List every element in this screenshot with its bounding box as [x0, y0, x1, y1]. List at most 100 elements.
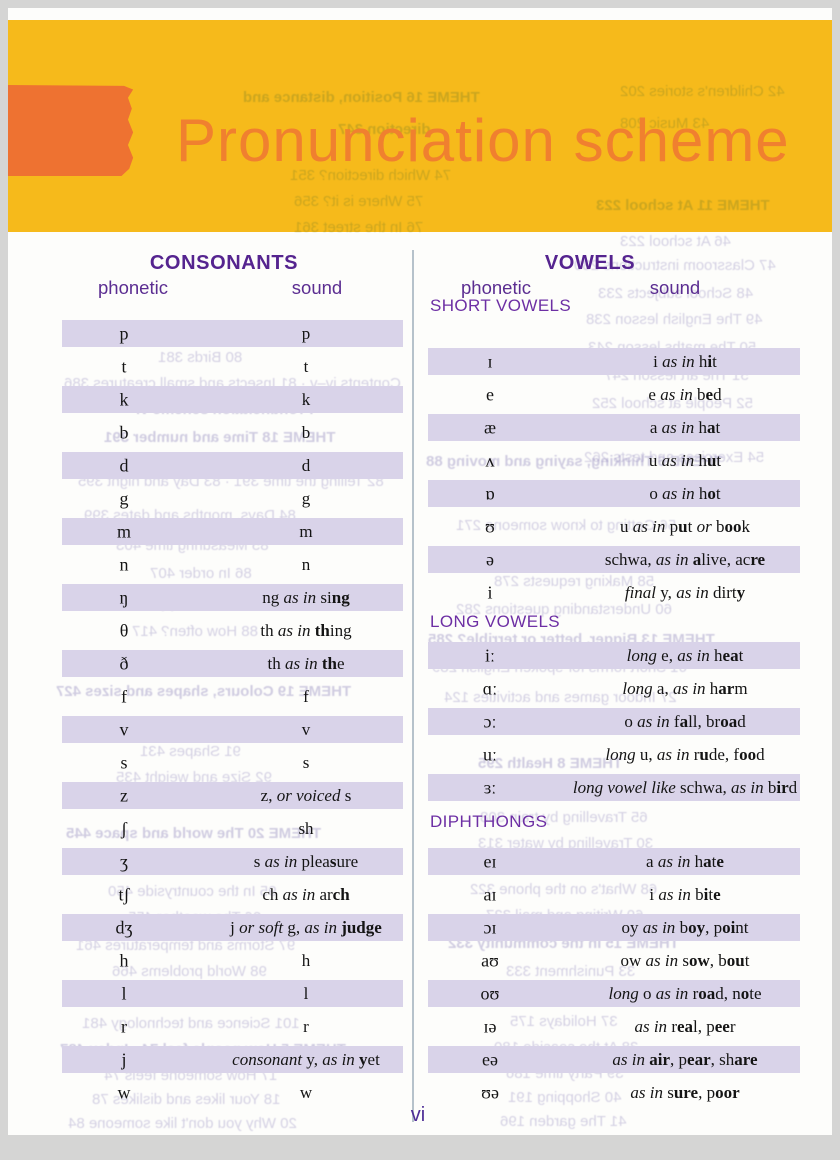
pronunciation-row: ɔː o as in fall, broad [428, 705, 800, 738]
consonants-phonetic-column-header: phonetic [98, 277, 168, 298]
sound-description: consonant y, as in yet [232, 1049, 380, 1069]
pronunciation-row: e e as in bed [428, 378, 800, 411]
sound-description: w [299, 1082, 313, 1102]
phonetic-symbol: k [119, 389, 129, 409]
phonetic-symbol: e [486, 384, 494, 404]
pronunciation-row: tʃ ch as in arch [62, 878, 403, 911]
sound-description: oy as in boy, point [621, 917, 749, 937]
phonetic-symbol: uː [482, 744, 498, 764]
sound-description: th as in the [267, 653, 345, 673]
vowels-heading: VOWELS [544, 252, 636, 274]
sound-description: schwa, as in alive, acre [604, 549, 766, 569]
phonetic-symbol: θ [119, 620, 129, 640]
pronunciation-tables: CONSONANTS VOWELS phonetic sound phoneti… [8, 8, 832, 1135]
book-page: Pronunciation scheme 42 Children's stori… [8, 8, 832, 1135]
pronunciation-row: uː long u, as in rude, food [428, 738, 800, 771]
pronunciation-row: dʒ j or soft g, as in judge [62, 911, 403, 944]
phonetic-symbol: g [119, 488, 129, 508]
pronunciation-row: eə as in air, pear, share [428, 1043, 800, 1076]
pronunciation-row: ʃ sh [62, 812, 403, 845]
sound-description: g [301, 488, 311, 508]
sound-description: ow as in sow, bout [620, 950, 750, 970]
pronunciation-row: ɒ o as in hot [428, 477, 800, 510]
pronunciation-row: ɔɪ oy as in boy, point [428, 911, 800, 944]
page-number: vi [410, 1104, 426, 1126]
phonetic-symbol: ʊə [481, 1082, 499, 1102]
sound-description: v [301, 719, 311, 739]
phonetic-symbol: ʃ [121, 818, 127, 838]
pronunciation-row: ʊ u as in put or book [428, 510, 800, 543]
sound-description: o as in hot [649, 483, 721, 503]
sound-description: b [301, 422, 311, 442]
sound-description: long a, as in harm [622, 678, 748, 698]
pronunciation-row: θ th as in thing [62, 614, 403, 647]
phonetic-symbol: dʒ [115, 917, 133, 937]
phonetic-symbol: eə [482, 1049, 498, 1069]
sound-description: long o as in road, note [608, 983, 762, 1003]
sound-description: final y, as in dirty [624, 582, 746, 602]
phonetic-symbol: ɔɪ [483, 917, 497, 937]
phonetic-symbol: t [121, 356, 127, 376]
pronunciation-row: oʊ long o as in road, note [428, 977, 800, 1010]
long-vowels-table: iː long e, as in heat ɑː long a, as in harm… [428, 639, 800, 804]
phonetic-symbol: w [117, 1082, 131, 1102]
column-divider-line [412, 250, 414, 1122]
sound-description: sh [298, 818, 314, 838]
phonetic-symbol: r [121, 1016, 127, 1036]
sound-description: j or soft g, as in judge [230, 917, 382, 937]
sound-description: u as in put or book [620, 516, 750, 536]
pronunciation-row: z z, or voiced s [62, 779, 403, 812]
pronunciation-row: aʊ ow as in sow, bout [428, 944, 800, 977]
sound-description: e as in bed [648, 384, 722, 404]
sound-description: ch as in arch [262, 884, 350, 904]
phonetic-symbol: oʊ [480, 983, 500, 1003]
sound-description: u as in hut [648, 450, 722, 470]
pronunciation-row: ɪə as in real, peer [428, 1010, 800, 1043]
pronunciation-row: ð th as in the [62, 647, 403, 680]
phonetic-symbol: j [121, 1049, 127, 1069]
phonetic-symbol: æ [483, 417, 497, 437]
pronunciation-row: ɜː long vowel like schwa, as in bird [428, 771, 800, 804]
phonetic-symbol: ð [119, 653, 129, 673]
sound-description: k [301, 389, 311, 409]
phonetic-symbol: p [119, 323, 129, 343]
title-band [8, 20, 832, 232]
diphthongs-label: DIPHTHONGS [430, 812, 548, 831]
short-vowels-table: ɪ i as in hit e e as in bed æ a as in hat ʌ u a… [428, 345, 800, 609]
phonetic-symbol: i [487, 582, 493, 602]
pronunciation-row: æ a as in hat [428, 411, 800, 444]
pronunciation-row: ʌ u as in hut [428, 444, 800, 477]
sound-description: as in sure, poor [630, 1082, 740, 1102]
pronunciation-row: iː long e, as in heat [428, 639, 800, 672]
phonetic-symbol: ɔː [483, 711, 497, 731]
pronunciation-row: ə schwa, as in alive, acre [428, 543, 800, 576]
phonetic-symbol: ɒ [485, 483, 495, 503]
pronunciation-row: ʒ s as in pleasure [62, 845, 403, 878]
sound-description: long u, as in rude, food [605, 744, 765, 764]
sound-description: f [303, 686, 309, 706]
phonetic-symbol: ʊ [485, 516, 495, 536]
sound-description: a as in hat [649, 417, 721, 437]
sound-description: s [302, 752, 310, 772]
vowels-sound-column-header: sound [649, 277, 701, 298]
sound-description: m [299, 521, 313, 541]
sound-description: ng as in sing [262, 587, 350, 607]
phonetic-symbol: v [119, 719, 129, 739]
pronunciation-row: aɪ i as in bite [428, 878, 800, 911]
sound-description: l [303, 983, 309, 1003]
pronunciation-row: ɪ i as in hit [428, 345, 800, 378]
phonetic-symbol: aʊ [481, 950, 499, 970]
phonetic-symbol: ɪə [483, 1016, 497, 1036]
phonetic-symbol: ɜː [483, 777, 497, 797]
phonetic-symbol: f [121, 686, 127, 706]
phonetic-symbol: z [120, 785, 128, 805]
